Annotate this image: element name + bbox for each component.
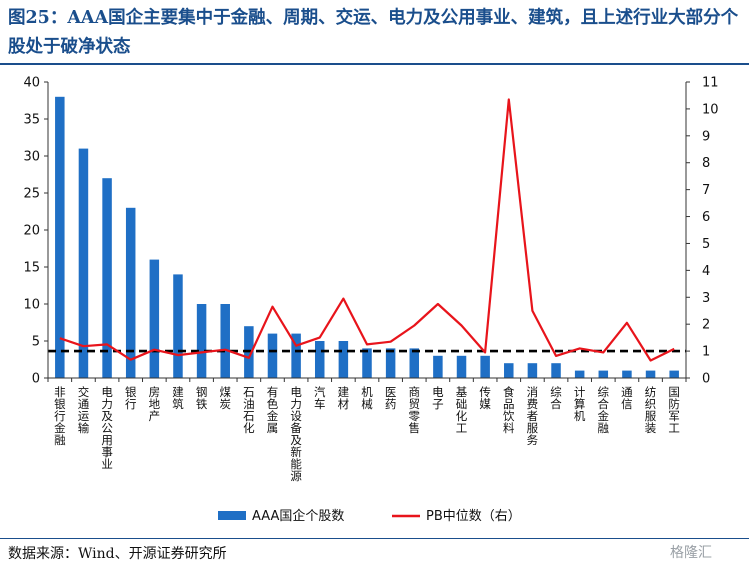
bar-4 — [125, 207, 136, 378]
bar-14 — [362, 348, 372, 378]
left-tick-label-7: 35 — [23, 113, 40, 128]
category-label-22: 综合 — [549, 385, 563, 410]
right-tick-label-6: 6 — [702, 210, 710, 225]
category-label-19: 传媒 — [478, 385, 492, 410]
bar-24 — [598, 370, 609, 378]
right-tick-label-7: 7 — [702, 183, 710, 198]
category-label-16: 商贸零售 — [407, 385, 421, 434]
bar-22 — [551, 363, 561, 378]
bar-1 — [55, 96, 65, 379]
legend-line-label: PB中位数（右） — [426, 509, 521, 524]
left-tick-label-6: 30 — [23, 150, 40, 165]
bar-15 — [385, 348, 396, 378]
category-label-27: 国防军工 — [667, 386, 681, 434]
legend-bar-swatch — [218, 511, 246, 520]
category-label-13: 建材 — [336, 385, 350, 410]
left-tick-label-5: 25 — [23, 187, 40, 202]
bar-26 — [645, 370, 656, 378]
category-label-4: 银行 — [124, 385, 138, 410]
category-label-10: 有色金属 — [265, 385, 279, 434]
right-tick-label-1: 1 — [702, 345, 710, 360]
category-label-24: 综合金融 — [596, 385, 610, 434]
bar-27 — [669, 370, 679, 378]
axes-group: 051015202530354001234567891011非银行金融 交通运输电… — [23, 76, 718, 483]
category-label-25: 通信 — [620, 386, 634, 410]
bar-16 — [409, 348, 420, 378]
bar-3 — [102, 178, 112, 378]
bar-18 — [456, 355, 467, 378]
right-tick-label-3: 3 — [702, 291, 710, 306]
left-tick-label-1: 5 — [32, 335, 40, 350]
category-label-7: 钢铁 — [195, 386, 209, 410]
legend: AAA国企个股数 PB中位数（右） — [218, 508, 521, 524]
category-label-11: 电力设备及新能源 — [289, 386, 303, 482]
category-label-1: 非银行金融 — [53, 386, 67, 446]
chart-area: 051015202530354001234567891011非银行金融 交通运输电… — [23, 76, 718, 525]
legend-bar-label: AAA国企个股数 — [252, 508, 344, 524]
category-label-6: 建筑 — [171, 385, 185, 410]
category-label-5: 房地产 — [147, 386, 161, 422]
right-tick-label-11: 11 — [702, 76, 719, 91]
bar-7 — [196, 304, 207, 378]
bar-10 — [267, 333, 278, 378]
category-label-14: 机械 — [360, 385, 374, 410]
category-label-2: 交通运输 — [76, 385, 90, 434]
left-tick-label-2: 10 — [23, 298, 40, 313]
category-label-12: 汽车 — [313, 385, 327, 410]
category-label-15: 医药 — [384, 386, 398, 410]
bars-group — [55, 96, 679, 379]
right-tick-label-2: 2 — [702, 318, 710, 333]
right-tick-label-10: 10 — [702, 102, 719, 117]
pb-median-line — [59, 98, 675, 362]
bar-25 — [622, 370, 632, 378]
category-label-17: 电子 — [431, 386, 445, 410]
footer-divider — [0, 538, 749, 539]
bar-21 — [527, 363, 538, 378]
right-tick-label-0: 0 — [702, 372, 710, 387]
bar-2 — [78, 148, 89, 378]
bar-23 — [574, 370, 585, 378]
category-label-8: 煤炭 — [218, 386, 232, 410]
category-label-9: 石油石化 — [242, 386, 256, 434]
bar-5 — [149, 259, 160, 378]
pb-line-group — [48, 98, 686, 362]
category-label-20: 食品饮料 — [502, 385, 516, 434]
bar-12 — [314, 341, 325, 378]
category-label-26: 纺织服装 — [644, 385, 658, 434]
figure-title: 图25：AAA国企主要集中于金融、周期、交运、电力及公用事业、建筑，且上述行业大… — [8, 8, 739, 57]
bar-8 — [220, 304, 230, 378]
bar-17 — [433, 355, 443, 378]
bar-13 — [338, 341, 349, 378]
left-tick-label-4: 20 — [23, 224, 40, 239]
right-tick-label-5: 5 — [702, 237, 710, 252]
source-note: 数据来源：Wind、开源证券研究所 — [8, 546, 227, 562]
left-tick-label-8: 40 — [23, 76, 40, 91]
category-label-18: 基础化工 — [455, 386, 469, 434]
category-label-3: 电力及公用事业 — [100, 386, 114, 470]
watermark: 格隆汇 — [670, 545, 712, 561]
right-tick-label-9: 9 — [702, 129, 710, 144]
bar-11 — [291, 333, 301, 378]
right-tick-label-8: 8 — [702, 156, 710, 171]
category-label-23: 计算机 — [573, 386, 587, 422]
title-divider — [0, 63, 749, 65]
bar-6 — [173, 274, 183, 378]
bar-19 — [480, 355, 490, 378]
right-tick-label-4: 4 — [702, 264, 710, 279]
left-tick-label-3: 15 — [23, 261, 40, 276]
bar-20 — [504, 363, 514, 378]
category-label-21: 消费者服务 — [525, 385, 539, 446]
left-tick-label-0: 0 — [32, 372, 40, 387]
